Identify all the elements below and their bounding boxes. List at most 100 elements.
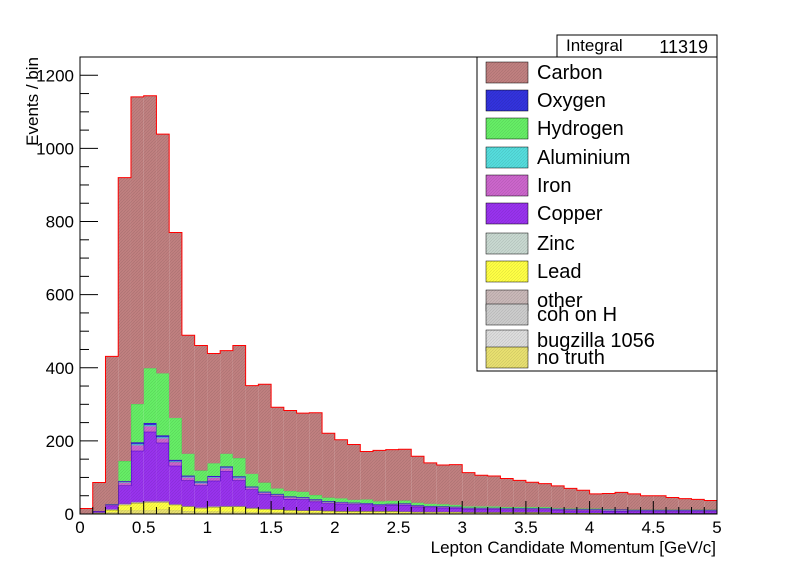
bar-hatch-hydrogen-bin-29 (449, 505, 462, 507)
bar-hatch-lead-bin-13 (246, 509, 259, 513)
bar-hatch-iron-bin-15 (271, 495, 284, 496)
bar-hatch-carbon-bin-41 (602, 494, 615, 509)
bar-hatch-copper-bin-23 (373, 506, 386, 511)
legend-entry-hydrogen: Hydrogen (486, 118, 624, 140)
legend-entry-aluminium: Aluminium (486, 147, 630, 169)
bar-hatch-carbon-bin-38 (564, 488, 577, 508)
bar-hatch-lead-bin-24 (386, 511, 399, 512)
legend-swatch-hatch-aluminium (486, 147, 528, 168)
bar-hatch-iron-bin-12 (233, 478, 246, 480)
bar-hatch-hydrogen-bin-24 (386, 501, 399, 504)
legend: CarbonOxygenHydrogenAluminiumIronCopperZ… (477, 57, 717, 371)
bar-hatch-iron-bin-9 (195, 483, 208, 485)
bar-hatch-carbon-bin-1 (93, 483, 106, 512)
bar-hatch-hydrogen-bin-16 (284, 491, 297, 496)
bar-hatch-lead-bin-3 (118, 505, 131, 510)
bar-hatch-lead-bin-15 (271, 510, 284, 513)
bar-hatch-copper-bin-11 (220, 471, 233, 506)
bar-hatch-copper-bin-8 (182, 480, 195, 506)
bar-hatch-iron-bin-8 (182, 477, 195, 480)
bar-hatch-carbon-bin-21 (348, 445, 361, 500)
bar-hatch-copper-bin-5 (144, 432, 157, 501)
bar-hatch-copper-bin-2 (105, 506, 118, 510)
bar-hatch-hydrogen-bin-19 (322, 498, 335, 502)
bar-hatch-hydrogen-bin-25 (399, 500, 412, 503)
bar-hatch-iron-bin-10 (207, 478, 220, 481)
bar-hatch-carbon-bin-42 (615, 492, 628, 509)
legend-swatch-hatch-lead (486, 261, 528, 282)
legend-label-carbon: Carbon (537, 62, 603, 84)
bar-hatch-lead-bin-9 (195, 508, 208, 512)
x-tick-label-4: 2 (330, 518, 339, 537)
bar-hatch-carbon-bin-22 (360, 451, 373, 499)
bar-hatch-carbon-bin-3 (118, 178, 131, 461)
bar-hatch-no-truth-bin-5 (144, 510, 157, 514)
bar-hatch-iron-bin-3 (118, 483, 131, 486)
bar-hatch-carbon-bin-4 (131, 97, 144, 404)
bar-hatch-carbon-bin-31 (475, 475, 488, 506)
bar-hatch-carbon-bin-29 (449, 465, 462, 505)
bar-hatch-copper-bin-12 (233, 480, 246, 506)
legend-label-no-truth: no truth (537, 347, 605, 369)
bar-hatch-carbon-bin-26 (411, 456, 424, 502)
bar-hatch-carbon-bin-23 (373, 450, 386, 501)
bar-hatch-hydrogen-bin-17 (297, 492, 310, 497)
bar-hatch-carbon-bin-34 (513, 480, 526, 507)
bar-hatch-copper-bin-26 (411, 507, 424, 512)
bar-hatch-hydrogen-bin-21 (348, 500, 361, 503)
bar-hatch-no-truth-bin-4 (131, 510, 144, 514)
x-tick-label-10: 5 (712, 518, 721, 537)
bar-hatch-carbon-bin-16 (284, 411, 297, 491)
bar-hatch-lead-bin-7 (169, 505, 182, 510)
bar-hatch-hydrogen-bin-27 (424, 504, 437, 506)
bar-hatch-carbon-bin-39 (577, 490, 590, 508)
bar-hatch-carbon-bin-24 (386, 450, 399, 501)
bar-hatch-copper-bin-14 (258, 494, 271, 509)
bar-hatch-copper-bin-24 (386, 505, 399, 511)
y-tick-label-2: 400 (46, 359, 74, 378)
legend-label-coh-on-h: coh on H (537, 304, 617, 326)
bar-hatch-carbon-bin-40 (590, 494, 603, 509)
bar-hatch-copper-bin-15 (271, 496, 284, 509)
legend-swatch-hatch-carbon (486, 62, 528, 83)
bar-hatch-carbon-bin-17 (297, 413, 310, 492)
bar-hatch-carbon-bin-35 (526, 482, 539, 507)
bar-hatch-copper-bin-19 (322, 503, 335, 510)
bar-hatch-lead-bin-2 (105, 510, 118, 512)
bar-hatch-lead-bin-11 (220, 507, 233, 512)
x-tick-label-0: 0 (75, 518, 84, 537)
bar-hatch-hydrogen-bin-3 (118, 461, 131, 481)
bar-hatch-carbon-bin-18 (309, 413, 322, 495)
legend-swatch-hatch-zinc (486, 233, 528, 254)
bar-hatch-hydrogen-bin-5 (144, 368, 157, 423)
bar-hatch-carbon-bin-47 (679, 499, 692, 510)
bar-hatch-copper-bin-20 (335, 504, 348, 511)
bar-hatch-hydrogen-bin-10 (207, 463, 220, 476)
bar-hatch-copper-bin-25 (399, 505, 412, 512)
bar-hatch-copper-bin-9 (195, 485, 208, 507)
bar-hatch-iron-bin-7 (169, 462, 182, 466)
bar-hatch-lead-bin-8 (182, 507, 195, 511)
x-tick-label-3: 1.5 (259, 518, 283, 537)
bar-hatch-copper-bin-29 (449, 508, 462, 512)
bar-hatch-hydrogen-bin-20 (335, 498, 348, 502)
bar-hatch-carbon-bin-25 (399, 449, 412, 500)
bar-hatch-carbon-bin-2 (105, 356, 118, 504)
bar-hatch-copper-bin-13 (246, 490, 259, 508)
x-tick-label-5: 2.5 (387, 518, 411, 537)
bar-hatch-lead-bin-23 (373, 511, 386, 512)
legend-label-aluminium: Aluminium (537, 147, 630, 169)
bar-hatch-hydrogen-bin-32 (488, 506, 501, 507)
bar-hatch-carbon-bin-48 (692, 499, 705, 509)
bar-hatch-lead-bin-19 (322, 511, 335, 513)
legend-label-oxygen: Oxygen (537, 90, 606, 112)
stats-label: Integral (566, 36, 623, 55)
bar-hatch-iron-bin-6 (156, 438, 169, 442)
bar-hatch-lead-bin-20 (335, 511, 348, 512)
bar-hatch-carbon-bin-11 (220, 351, 233, 454)
bar-hatch-copper-bin-27 (424, 507, 437, 511)
bar-hatch-lead-bin-5 (144, 502, 157, 510)
bar-hatch-iron-bin-16 (284, 498, 297, 499)
bar-hatch-hydrogen-bin-28 (437, 504, 450, 506)
bar-hatch-carbon-bin-19 (322, 433, 335, 497)
